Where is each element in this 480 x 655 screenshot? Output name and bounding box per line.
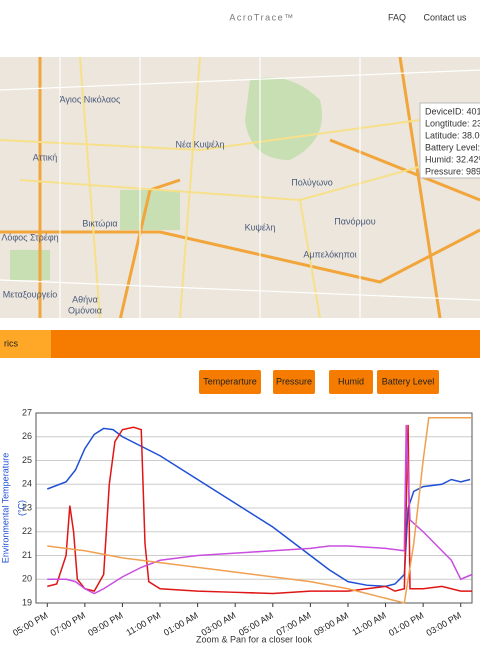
tooltip-line: Pressure: 989.0	[425, 166, 480, 176]
button[interactable]	[199, 370, 261, 394]
tooltip-line: Longtitude: 23.7	[425, 118, 480, 128]
map-label: Αττική	[33, 152, 58, 162]
map-label: Αθήνα	[72, 294, 98, 304]
y-tick-label: 19	[22, 597, 32, 607]
button-label[interactable]: Temperarture	[203, 376, 257, 386]
y-tick-label: 26	[22, 431, 32, 441]
x-tick-label: 09:00 AM	[312, 610, 350, 638]
map-label: Πανόρμου	[334, 216, 376, 226]
park	[10, 190, 180, 280]
y-tick-label: 24	[22, 479, 32, 489]
x-tick-label: 11:00 PM	[124, 610, 162, 638]
tab-label[interactable]: rics	[4, 338, 18, 348]
x-tick-label: 07:00 PM	[49, 610, 87, 638]
tooltip-line: Latitude: 38.00	[425, 130, 480, 140]
nav-link[interactable]: Contact us	[423, 12, 467, 22]
x-tick-label: 09:00 PM	[86, 610, 124, 638]
map-label: Ομόνοια	[68, 305, 102, 315]
map-label: Αμπελόκηποι	[303, 249, 356, 259]
series-line	[47, 424, 473, 595]
button[interactable]	[377, 370, 439, 394]
road	[0, 57, 480, 318]
x-tick-label: 01:00 PM	[387, 610, 425, 638]
series-line	[47, 427, 471, 588]
button[interactable]	[273, 370, 315, 394]
y-tick-label: 27	[22, 407, 32, 417]
tab-bar	[0, 330, 480, 358]
tooltip-line: DeviceID: 4014	[425, 106, 480, 116]
map-label: Μεταξουργείο	[3, 289, 58, 299]
brand: AcroTrace™	[229, 12, 294, 22]
map-label: Κυψέλη	[245, 222, 276, 232]
series-line	[47, 417, 472, 604]
map-label: Βικτώρια	[82, 218, 117, 228]
button-label[interactable]: Pressure	[276, 376, 312, 386]
street	[0, 57, 480, 318]
tooltip-line: Battery Level: 9	[425, 142, 480, 152]
y-tick-label: 21	[22, 550, 32, 560]
map-label: Άγιος Νικόλαος	[60, 94, 121, 104]
x-tick-label: 11:00 AM	[350, 610, 387, 637]
y-tick-label: 25	[22, 455, 32, 465]
map-label: Λόφος Στρέφη	[1, 232, 58, 242]
y-tick-label: 22	[22, 526, 32, 536]
button[interactable]	[329, 370, 373, 394]
tab[interactable]	[0, 330, 51, 358]
y-axis-label: Environmental Temperature	[0, 453, 10, 563]
plot-frame	[35, 412, 473, 604]
button-label[interactable]: Humid	[338, 376, 364, 386]
nav-link[interactable]: FAQ	[388, 12, 406, 22]
x-tick-label: 01:00 AM	[162, 610, 200, 638]
map[interactable]: Νέα Κυψέλη Πολύγωνο Κυψέλη Αμπελόκηποι Αθήνα…	[0, 57, 480, 320]
x-tick-label: 03:00 PM	[425, 610, 463, 638]
park	[245, 77, 322, 160]
y-axis-label: (°C)	[16, 500, 26, 516]
map-bg	[0, 57, 480, 318]
y-tick-label: 20	[22, 574, 32, 584]
x-tick-label: 05:00 PM	[11, 610, 49, 638]
button-label[interactable]: Battery Level	[382, 376, 435, 386]
x-axis-label: Zoom & Pan for a closer look	[196, 634, 313, 644]
map-label: Πολύγωνο	[291, 177, 333, 187]
tooltip	[419, 102, 480, 179]
map-label: Νέα Κυψέλη	[175, 139, 224, 149]
y-tick-label: 23	[22, 502, 32, 512]
tooltip-line: Humid: 32.42%	[425, 154, 480, 164]
